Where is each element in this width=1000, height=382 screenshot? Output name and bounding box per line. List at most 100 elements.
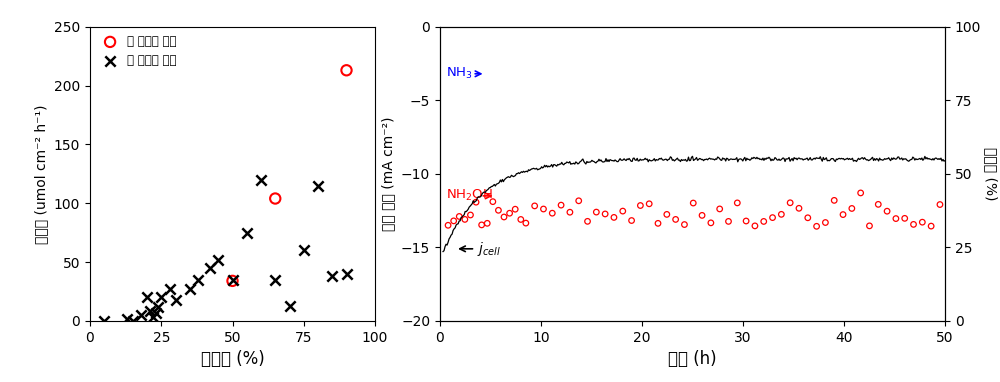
타 연구팀 결과 [190, 277, 206, 283]
Point [831, 11, 847, 18]
Point [678, 15, 694, 21]
타 연구팀 결과 [224, 277, 241, 283]
Point [501, 20, 517, 26]
Point [847, 15, 863, 21]
Point [495, 16, 511, 22]
Point [443, 19, 459, 25]
Point [914, 219, 930, 225]
Y-axis label: 전환율 (%): 전환율 (%) [984, 147, 998, 201]
Point [543, 19, 559, 26]
Point [468, 199, 484, 205]
Point [746, 20, 762, 26]
타 연구팀 결과 [253, 176, 269, 183]
Point [805, 16, 821, 23]
Point [788, 14, 804, 20]
Point [800, 215, 816, 221]
Point [502, 210, 518, 216]
Point [826, 197, 842, 204]
Point [870, 201, 886, 207]
타 연구팀 결과 [125, 318, 141, 324]
Point [507, 17, 523, 23]
Point [552, 18, 568, 24]
Point [888, 215, 904, 222]
Y-axis label: 전류 밀도 (mA cm⁻²): 전류 밀도 (mA cm⁻²) [381, 117, 395, 231]
Point [853, 190, 869, 196]
Point [780, 11, 796, 17]
Point [535, 206, 551, 212]
Point [437, 18, 453, 24]
Point [535, 17, 551, 23]
Point [569, 18, 585, 24]
X-axis label: 전환률 (%): 전환률 (%) [201, 350, 264, 368]
Point [507, 206, 523, 212]
타 연구팀 결과 [139, 294, 155, 300]
타 연구팀 결과 [267, 277, 283, 283]
Text: $j_{cell}$: $j_{cell}$ [477, 240, 501, 258]
Point [763, 15, 779, 21]
Point [636, 15, 652, 21]
Point [588, 209, 604, 215]
Point [782, 200, 798, 206]
Point [754, 14, 770, 20]
Point [479, 220, 495, 227]
Point [496, 214, 512, 220]
Point [809, 223, 825, 229]
Point [839, 11, 855, 18]
Point [474, 222, 490, 228]
Legend: 본 연구팀 결과, 타 연구팀 결과: 본 연구팀 결과, 타 연구팀 결과 [96, 32, 178, 69]
X-axis label: 시간 (h): 시간 (h) [668, 350, 717, 368]
Point [478, 15, 494, 21]
타 연구팀 결과 [162, 286, 178, 292]
Point [773, 211, 789, 217]
Point [729, 16, 745, 23]
Point [597, 211, 613, 217]
Point [881, 14, 897, 20]
Point [440, 222, 456, 228]
Text: NH$_2$OH: NH$_2$OH [446, 188, 493, 204]
Point [898, 15, 914, 21]
Point [645, 16, 661, 23]
Point [822, 13, 838, 19]
Point [932, 201, 948, 207]
Point [864, 11, 880, 18]
Point [466, 13, 482, 19]
Point [915, 16, 931, 23]
Point [923, 223, 939, 229]
타 연구팀 결과 [142, 308, 158, 314]
Point [606, 214, 622, 220]
Point [791, 205, 807, 211]
Point [685, 200, 701, 206]
Point [907, 15, 923, 21]
타 연구팀 결과 [119, 316, 135, 322]
Point [738, 16, 754, 22]
Point [712, 206, 728, 212]
Point [738, 218, 754, 224]
Point [562, 209, 578, 215]
Point [449, 19, 465, 26]
Point [653, 16, 669, 22]
Point [765, 215, 781, 221]
Point [446, 218, 462, 224]
Point [611, 17, 627, 23]
Point [451, 214, 467, 220]
타 연구팀 결과 [168, 297, 184, 303]
Point [489, 16, 505, 23]
Point [797, 15, 813, 21]
Point [932, 16, 948, 22]
Y-axis label: 생산량 (umol cm⁻² h⁻¹): 생산량 (umol cm⁻² h⁻¹) [34, 104, 48, 244]
Point [553, 202, 569, 208]
Point [485, 199, 501, 205]
타 연구팀 결과 [239, 230, 255, 236]
Point [670, 19, 686, 25]
Point [712, 19, 728, 26]
본 연구팀 결과 [267, 196, 283, 202]
타 연구팀 결과 [202, 265, 218, 271]
Point [720, 219, 736, 225]
Point [906, 221, 922, 227]
Point [704, 17, 720, 23]
Point [560, 14, 576, 20]
타 연구팀 결과 [210, 257, 226, 263]
타 연구팀 결과 [324, 273, 340, 279]
Point [641, 201, 657, 207]
Point [526, 15, 542, 21]
